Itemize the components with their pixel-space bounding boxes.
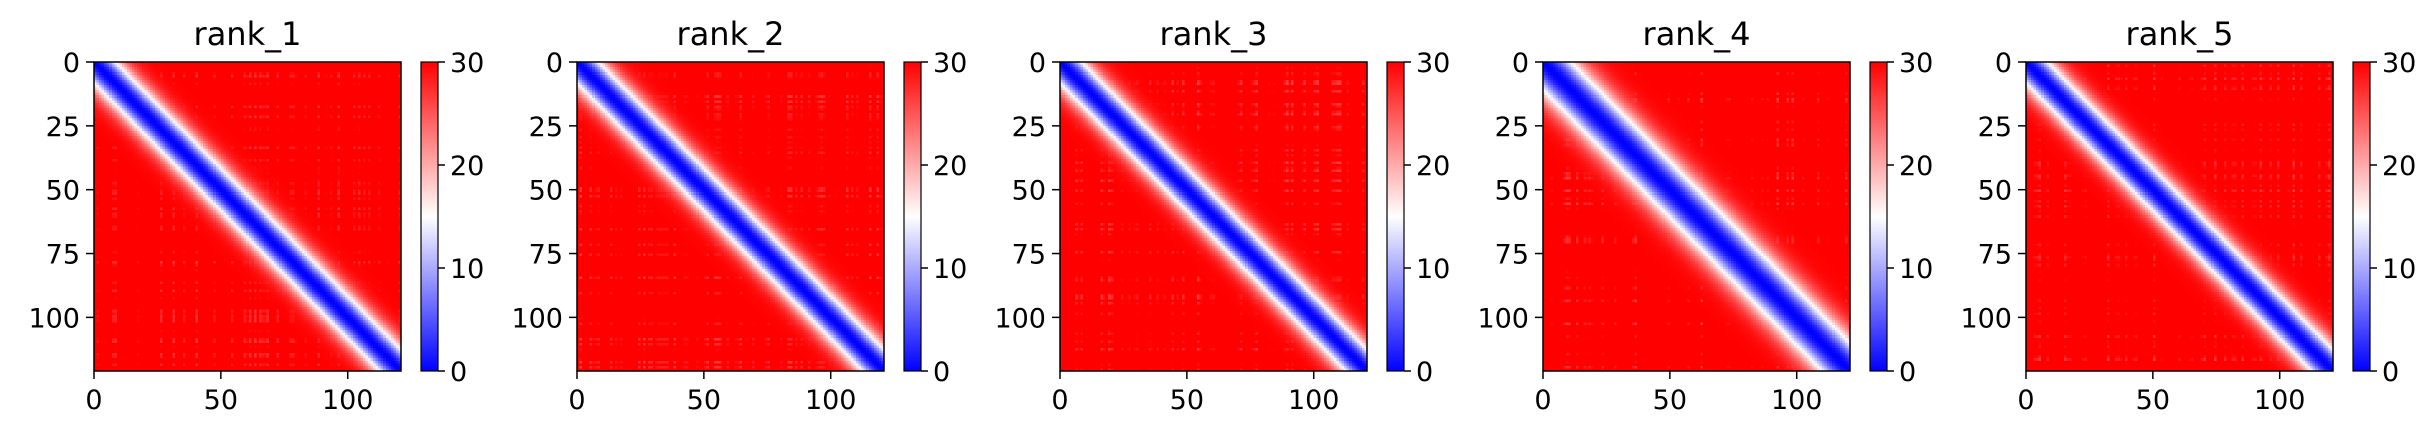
y-tick-label: 50 (46, 176, 80, 207)
y-tick-label: 50 (1012, 176, 1046, 207)
y-tick-label: 75 (1978, 240, 2012, 271)
y-tick-label: 100 (511, 303, 563, 334)
x-tick-label: 100 (1771, 385, 1823, 416)
colorbar-tick-label: 30 (933, 48, 967, 79)
y-tick-label: 100 (994, 303, 1046, 334)
x-tick-label: 0 (568, 385, 585, 416)
colorbar-tick-label: 10 (1899, 254, 1933, 285)
panel-title: rank_2 (677, 15, 785, 53)
plot-frame (576, 61, 885, 372)
y-tick-label: 25 (46, 112, 80, 143)
heatmap-image (1543, 62, 1850, 371)
y-tick-label: 0 (63, 48, 80, 79)
x-tick-label: 0 (85, 385, 102, 416)
x-tick-label: 50 (204, 385, 238, 416)
heatmap-panel-4: rank_4 0 25 50 75 100 0 50 100 0 10 20 30 (1477, 15, 1933, 416)
colorbar-tick-label: 0 (2382, 357, 2399, 388)
heatmap-image (1060, 62, 1367, 371)
colorbar (420, 61, 439, 372)
heatmap-image (577, 62, 884, 371)
colorbar (1869, 61, 1888, 372)
plot-frame (2025, 61, 2334, 372)
panel-title: rank_1 (194, 15, 302, 53)
x-tick-label: 50 (1653, 385, 1687, 416)
y-tick-label: 50 (1495, 176, 1529, 207)
plot-frame (1542, 61, 1851, 372)
panel-title: rank_5 (2126, 15, 2234, 53)
plot-frame (1059, 61, 1368, 372)
y-tick-label: 100 (28, 303, 80, 334)
colorbar (2352, 61, 2371, 372)
y-tick-label: 25 (1978, 112, 2012, 143)
heatmap-image (94, 62, 401, 371)
x-tick-label: 50 (687, 385, 721, 416)
y-tick-label: 50 (529, 176, 563, 207)
x-tick-label: 50 (1170, 385, 1204, 416)
heatmap-panel-2: rank_2 0 25 50 75 100 0 50 100 0 10 20 30 (511, 15, 967, 416)
y-tick-label: 25 (1012, 112, 1046, 143)
panel-title: rank_3 (1160, 15, 1268, 53)
heatmap-panel-5: rank_5 0 25 50 75 100 0 50 100 0 10 20 30 (1960, 15, 2416, 416)
x-tick-label: 100 (322, 385, 374, 416)
colorbar-tick-label: 10 (2382, 254, 2416, 285)
colorbar-tick-label: 20 (1899, 151, 1933, 182)
colorbar-tick-label: 20 (933, 151, 967, 182)
x-tick-label: 100 (805, 385, 857, 416)
y-tick-label: 0 (1995, 48, 2012, 79)
colorbar-tick-label: 30 (2382, 48, 2416, 79)
y-tick-label: 50 (1978, 176, 2012, 207)
y-tick-label: 0 (1512, 48, 1529, 79)
colorbar-tick-label: 30 (1416, 48, 1450, 79)
y-tick-label: 75 (46, 240, 80, 271)
y-tick-label: 75 (1495, 240, 1529, 271)
y-tick-label: 100 (1960, 303, 2012, 334)
colorbar-tick-label: 30 (450, 48, 484, 79)
x-tick-label: 100 (2254, 385, 2306, 416)
colorbar-tick-label: 0 (1899, 357, 1916, 388)
colorbar (903, 61, 922, 372)
heatmap-panel-1: rank_1 0 25 50 75 100 0 50 100 0 10 20 30 (28, 15, 484, 416)
y-tick-label: 0 (1029, 48, 1046, 79)
y-tick-label: 100 (1477, 303, 1529, 334)
x-tick-label: 0 (1051, 385, 1068, 416)
heatmap-panel-3: rank_3 0 25 50 75 100 0 50 100 0 10 20 30 (994, 15, 1450, 416)
colorbar-tick-label: 0 (450, 357, 467, 388)
colorbar (1386, 61, 1405, 372)
y-tick-label: 25 (1495, 112, 1529, 143)
y-tick-label: 75 (529, 240, 563, 271)
colorbar-tick-label: 10 (1416, 254, 1450, 285)
colorbar-tick-label: 20 (450, 151, 484, 182)
colorbar-tick-label: 10 (933, 254, 967, 285)
colorbar-tick-label: 20 (2382, 151, 2416, 182)
plot-frame (93, 61, 402, 372)
y-tick-label: 0 (546, 48, 563, 79)
panel-title: rank_4 (1643, 15, 1751, 53)
colorbar-tick-label: 20 (1416, 151, 1450, 182)
x-tick-label: 100 (1288, 385, 1340, 416)
colorbar-tick-label: 0 (933, 357, 950, 388)
colorbar-tick-label: 0 (1416, 357, 1433, 388)
y-tick-label: 25 (529, 112, 563, 143)
x-tick-label: 0 (2017, 385, 2034, 416)
colorbar-tick-label: 10 (450, 254, 484, 285)
heatmap-image (2026, 62, 2333, 371)
x-tick-label: 0 (1534, 385, 1551, 416)
colorbar-tick-label: 30 (1899, 48, 1933, 79)
y-tick-label: 75 (1012, 240, 1046, 271)
x-tick-label: 50 (2136, 385, 2170, 416)
